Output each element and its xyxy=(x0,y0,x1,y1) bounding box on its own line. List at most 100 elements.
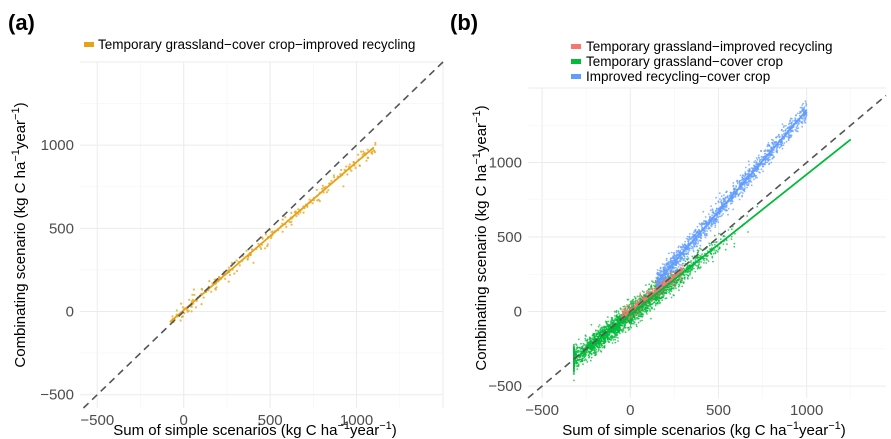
data-point xyxy=(729,200,732,203)
data-point xyxy=(767,141,770,144)
data-point xyxy=(573,369,575,372)
data-point xyxy=(636,299,638,302)
data-point xyxy=(358,164,361,167)
data-point xyxy=(581,345,583,348)
panel-a-fit-lines xyxy=(169,146,375,323)
data-point xyxy=(686,271,688,273)
data-point xyxy=(791,123,793,126)
data-point xyxy=(730,235,733,238)
data-point xyxy=(727,229,730,231)
data-point xyxy=(702,232,704,234)
data-point xyxy=(719,205,722,208)
data-point xyxy=(797,121,800,124)
data-point xyxy=(638,312,640,314)
data-point xyxy=(664,265,666,268)
data-point xyxy=(741,178,743,181)
data-point xyxy=(680,246,682,249)
data-point xyxy=(690,260,692,262)
data-point xyxy=(613,319,616,322)
panel-a-x-tick-label: −500 xyxy=(80,412,114,429)
data-point xyxy=(778,136,781,139)
data-point xyxy=(636,295,639,298)
data-point xyxy=(686,255,689,258)
data-point xyxy=(746,215,749,217)
data-point xyxy=(676,281,679,284)
data-point xyxy=(612,338,615,341)
data-point xyxy=(744,166,747,169)
data-point xyxy=(679,249,682,252)
data-point xyxy=(687,275,690,277)
data-point xyxy=(661,293,664,295)
data-point xyxy=(665,259,668,262)
data-point xyxy=(650,299,653,302)
data-point xyxy=(321,187,324,190)
data-point xyxy=(290,211,293,214)
data-point xyxy=(615,331,618,334)
data-point xyxy=(372,149,375,152)
data-point xyxy=(651,280,653,282)
data-point xyxy=(719,198,721,200)
data-point xyxy=(625,320,628,322)
data-point xyxy=(691,262,693,265)
data-point xyxy=(784,130,787,132)
data-point xyxy=(627,298,630,301)
data-point xyxy=(582,363,584,366)
data-point xyxy=(744,171,747,173)
data-point xyxy=(776,151,779,154)
data-point xyxy=(787,134,790,137)
data-point xyxy=(327,189,330,192)
data-point xyxy=(668,275,671,277)
data-point xyxy=(614,330,617,333)
data-point xyxy=(367,156,370,159)
data-point xyxy=(227,266,230,269)
data-point xyxy=(680,264,683,266)
data-point xyxy=(769,156,771,158)
data-point xyxy=(629,300,632,303)
data-point xyxy=(615,309,618,312)
data-point xyxy=(575,363,578,365)
data-point xyxy=(750,181,753,183)
data-point xyxy=(583,359,586,362)
data-point xyxy=(630,303,633,306)
data-point xyxy=(708,244,711,247)
data-point xyxy=(695,265,698,267)
data-point xyxy=(778,146,781,149)
data-point xyxy=(695,245,698,248)
data-point xyxy=(742,178,745,181)
data-point xyxy=(611,334,613,337)
data-point xyxy=(645,292,647,295)
panel-a-x-tick-label: 1000 xyxy=(340,412,373,429)
data-point xyxy=(719,200,722,203)
data-point xyxy=(710,252,712,255)
data-point xyxy=(699,244,702,247)
data-point xyxy=(802,117,805,120)
data-point xyxy=(601,346,604,349)
data-point xyxy=(733,195,736,198)
panel-a-legend: Temporary grassland−cover crop−improved … xyxy=(84,37,415,52)
data-point xyxy=(753,164,755,167)
data-point xyxy=(692,250,695,253)
data-point xyxy=(600,350,603,353)
data-point xyxy=(711,244,714,246)
data-point xyxy=(675,262,678,265)
data-point xyxy=(633,312,636,315)
data-point xyxy=(795,114,797,116)
data-point xyxy=(650,306,653,309)
data-point xyxy=(764,161,767,164)
data-point xyxy=(628,320,630,322)
data-point xyxy=(311,202,314,205)
data-point xyxy=(637,321,640,324)
data-point xyxy=(687,257,690,260)
data-point xyxy=(672,255,675,258)
data-point xyxy=(657,283,660,286)
data-point xyxy=(270,236,273,239)
data-point xyxy=(673,286,676,289)
data-point xyxy=(617,310,620,313)
data-point xyxy=(671,267,674,270)
data-point xyxy=(573,345,575,348)
data-point xyxy=(766,145,769,148)
data-point xyxy=(682,245,685,248)
data-point xyxy=(732,185,735,188)
data-point xyxy=(611,317,614,320)
data-point xyxy=(755,165,757,167)
